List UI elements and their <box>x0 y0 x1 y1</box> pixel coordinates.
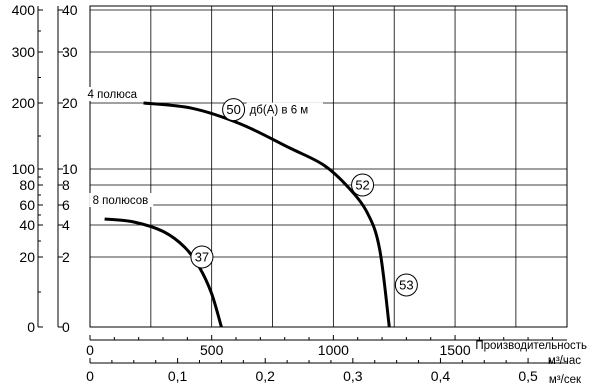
outer-y-tick-label: 20 <box>19 249 35 265</box>
inner-y-tick-label: 0 <box>62 319 70 335</box>
inner-y-tick-label: 30 <box>62 44 78 60</box>
series-label-4-poles: 4 полюса <box>88 89 138 101</box>
noise-unit-label-bg <box>246 102 323 117</box>
inner-y-tick-label: 40 <box>62 2 78 18</box>
curve-4-poles <box>143 101 391 328</box>
x-tick-label-m3s: 0,2 <box>255 368 275 384</box>
x-tick-label-m3h: 1500 <box>439 342 470 358</box>
x-tick-label-m3h: 0 <box>86 342 94 358</box>
outer-y-tick-label: 0 <box>27 319 35 335</box>
noise-badge-52: 52 <box>355 178 369 193</box>
noise-badge-circle <box>190 245 214 269</box>
outer-y-tick-label: 80 <box>19 177 35 193</box>
x-unit-m3s: м³/сек <box>549 374 582 386</box>
x-tick-label-m3s: 0,3 <box>343 368 363 384</box>
inner-y-tick-label: 20 <box>62 95 78 111</box>
inner-y-tick-label: 10 <box>62 161 78 177</box>
inner-y-tick-label: 4 <box>62 217 70 233</box>
x-tick-label-m3s: 0 <box>86 368 94 384</box>
inner-y-tick-label: 2 <box>62 249 70 265</box>
x-unit-m3h: м³/час <box>548 355 581 367</box>
series-label-8-poles: 8 полюсов <box>93 195 149 207</box>
noise-badge-53: 53 <box>399 278 413 293</box>
x-tick-label-m3s: 0,1 <box>168 368 188 384</box>
outer-y-tick-label: 200 <box>12 95 36 111</box>
noise-badge-circle <box>394 273 418 297</box>
x-tick-label-m3h: 1000 <box>318 342 349 358</box>
inner-y-tick-label: 8 <box>62 177 70 193</box>
labels: 4 полюса 8 полюсов 50 52 53 37 дб(А) в 6 м <box>84 87 418 297</box>
plot-frame <box>89 5 568 328</box>
outer-y-tick-label: 60 <box>19 197 35 213</box>
x-tick-label-m3s: 0,4 <box>431 368 451 384</box>
grid <box>89 5 568 328</box>
curve-8-poles <box>104 217 223 328</box>
outer-y-tick-label: 300 <box>12 44 36 60</box>
x-axis-title: Производительность <box>475 340 587 352</box>
inner-y-tick-label: 6 <box>62 197 70 213</box>
outer-y-tick-label: 100 <box>12 161 36 177</box>
noise-badge-circle <box>222 98 246 122</box>
outer-y-tick-label: 400 <box>12 2 36 18</box>
series-label-4-poles-bg <box>84 87 142 101</box>
noise-unit-label: дб(А) в 6 м <box>250 105 309 117</box>
noise-badge-circle <box>351 173 375 197</box>
x-tick-label-m3h: 500 <box>200 342 224 358</box>
noise-badge-37: 37 <box>195 250 209 265</box>
outer-y-tick-label: 40 <box>19 217 35 233</box>
x-tick-label-m3s: 0,5 <box>518 368 538 384</box>
curves <box>104 101 391 328</box>
noise-badge-50: 50 <box>226 102 240 117</box>
series-label-8-poles-bg <box>89 193 154 207</box>
